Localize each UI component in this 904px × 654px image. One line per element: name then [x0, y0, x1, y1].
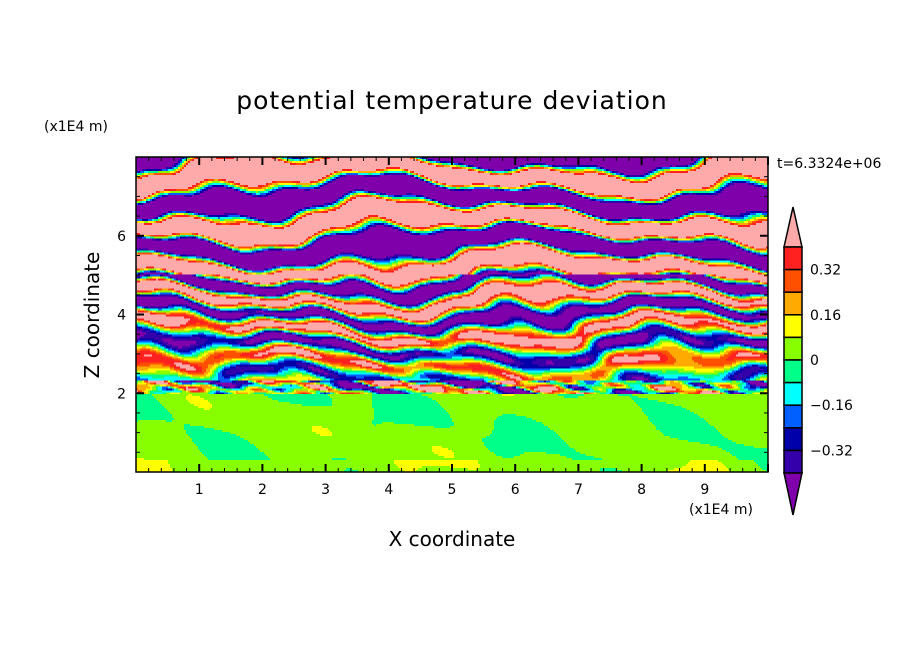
x-axis-label-text: X coordinate	[388, 527, 516, 551]
colorbar-box	[783, 359, 803, 384]
colorbar-label: 0	[810, 353, 819, 369]
plot-frame	[135, 156, 769, 473]
colorbar-box	[783, 268, 803, 293]
x-tick-label: 3	[321, 482, 330, 498]
colorbar-box	[783, 449, 803, 474]
colorbar-label: −0.16	[810, 398, 853, 414]
colorbar-box	[783, 246, 803, 271]
contour-field	[136, 157, 768, 472]
x-tick-label: 7	[574, 482, 583, 498]
colorbar-box	[783, 381, 803, 406]
chart-title: potential temperature deviation	[236, 86, 668, 115]
x-tick-label: 2	[258, 482, 267, 498]
colorbar-over-triangle	[783, 206, 803, 248]
colorbar-label: 0.32	[810, 263, 841, 279]
x-tick-label: 4	[384, 482, 393, 498]
colorbar-box	[783, 336, 803, 361]
x-axis-unit: (x1E4 m)	[689, 502, 753, 518]
y-axis-unit: (x1E4 m)	[44, 119, 108, 135]
y-tick-label: 2	[117, 386, 126, 402]
y-tick-label: 6	[117, 229, 126, 245]
x-tick-label: 6	[511, 482, 520, 498]
colorbar-label: −0.32	[810, 443, 853, 459]
colorbar-label: 0.16	[810, 308, 841, 324]
colorbar-box	[783, 404, 803, 429]
x-tick-label: 1	[195, 482, 204, 498]
colorbar-box	[783, 291, 803, 316]
time-label: t=6.3324e+06	[777, 156, 882, 172]
x-axis-label: X coordinate	[0, 527, 904, 551]
x-tick-label: 5	[448, 482, 457, 498]
y-tick-label: 4	[117, 308, 126, 324]
x-tick-label: 8	[637, 482, 646, 498]
colorbar-box	[783, 427, 803, 452]
colorbar-under-triangle	[783, 472, 803, 516]
colorbar-box	[783, 314, 803, 339]
x-tick-label: 9	[700, 482, 709, 498]
